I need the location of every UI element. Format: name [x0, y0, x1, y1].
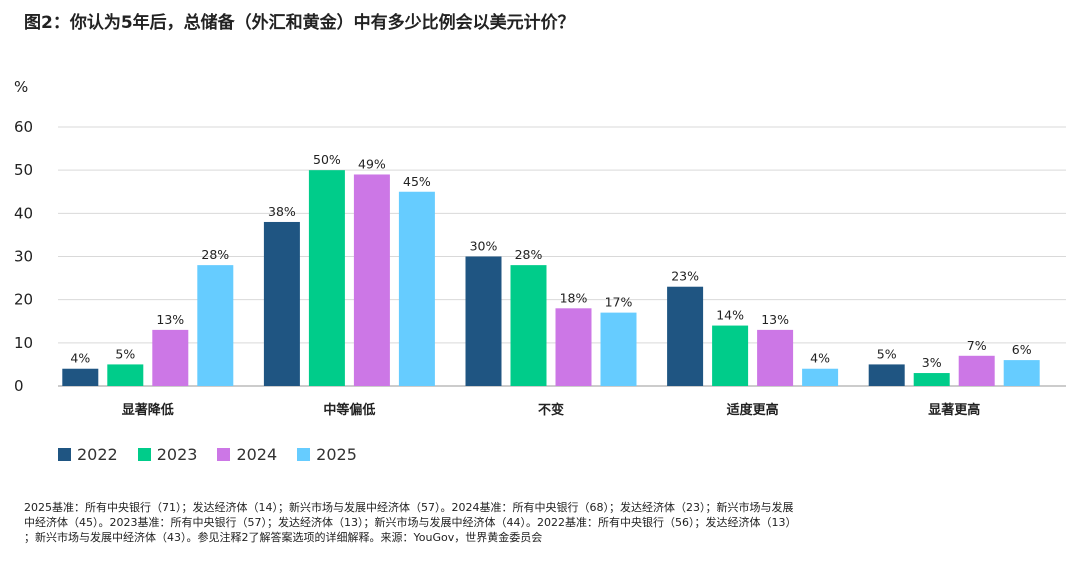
bars	[62, 170, 1040, 386]
bar-2023	[510, 265, 547, 386]
bar-2025	[802, 368, 839, 386]
legend: 2022 2023 2024 2025	[58, 445, 377, 464]
bar-2023	[308, 170, 345, 386]
bar-2022	[465, 256, 502, 386]
data-label: 50%	[313, 152, 341, 167]
category-labels: 显著降低 中等偏低 不变 适度更高 显著更高	[122, 402, 980, 418]
legend-label: 2023	[156, 445, 198, 464]
bar-2025	[398, 191, 435, 386]
bar-2024	[555, 308, 592, 386]
y-axis-label: %	[14, 78, 28, 96]
bar-2024	[353, 174, 390, 386]
footnote: 2025基准：所有中央银行（71）；发达经济体（14）；新兴市场与发展中经济体（…	[24, 500, 904, 545]
data-label: 45%	[403, 174, 431, 189]
data-label: 6%	[1012, 342, 1032, 357]
data-label: 18%	[560, 290, 588, 305]
data-label: 30%	[470, 239, 498, 254]
footnote-line-2: 中经济体（45）。2023基准：所有中央银行（57）；发达经济体（13）；新兴市…	[24, 516, 797, 529]
legend-swatch	[137, 448, 151, 461]
legend-label: 2025	[316, 445, 357, 464]
legend-item: 2025	[297, 445, 357, 464]
bar-2025	[600, 312, 637, 386]
y-tick-label: 0	[14, 377, 24, 395]
legend-item: 2022	[58, 445, 118, 464]
data-label: 3%	[922, 355, 942, 370]
legend-item: 2023	[137, 445, 198, 464]
legend-label: 2022	[77, 445, 118, 464]
data-label: 49%	[358, 156, 386, 171]
bar-2024	[958, 355, 995, 386]
legend-label: 2024	[236, 445, 278, 464]
data-label: 5%	[115, 346, 135, 361]
bar-2025	[1003, 360, 1040, 386]
data-label: 38%	[268, 204, 296, 219]
bar-2023	[107, 364, 144, 386]
y-tick-label: 10	[14, 334, 33, 352]
legend-item: 2024	[217, 445, 277, 464]
y-tick-labels: 0 10 20 30 40 50 60	[14, 118, 33, 395]
data-label: 14%	[716, 308, 744, 323]
data-label: 4%	[810, 351, 830, 366]
legend-swatch	[297, 448, 311, 461]
data-label: 13%	[156, 312, 184, 327]
legend-swatch	[58, 448, 71, 461]
data-label: 28%	[515, 247, 543, 262]
bar-2025	[197, 265, 234, 386]
category-label: 适度更高	[727, 402, 779, 418]
data-label: 28%	[201, 247, 229, 262]
bar-2024	[757, 329, 794, 386]
category-label: 不变	[538, 402, 564, 418]
y-tick-label: 30	[14, 248, 33, 266]
category-label: 中等偏低	[323, 402, 375, 418]
footnote-line-3: ；新兴市场与发展中经济体（43）。参见注释2了解答案选项的详细解释。来源：You…	[24, 531, 543, 544]
data-label: 5%	[877, 346, 897, 361]
bar-2023	[913, 373, 950, 386]
y-tick-label: 40	[14, 204, 33, 222]
data-label: 7%	[967, 338, 987, 353]
bar-chart: % 0 10 20 30 40 50 60 4% 5% 13% 28% 38% 50% 49% 45% 30…	[14, 78, 1066, 418]
legend-swatch	[217, 448, 231, 461]
category-label: 显著更高	[928, 402, 980, 418]
bar-2023	[712, 325, 749, 386]
chart-title: 图2：你认为5年后，总储备（外汇和黄金）中有多少比例会以美元计价？	[24, 13, 575, 33]
bar-2022	[868, 364, 905, 386]
y-tick-label: 20	[14, 291, 33, 309]
bar-2022	[263, 221, 300, 386]
bar-2024	[152, 329, 189, 386]
category-label: 显著降低	[122, 402, 174, 418]
data-label: 17%	[605, 295, 633, 310]
data-label: 13%	[761, 312, 789, 327]
data-label: 23%	[671, 269, 699, 284]
bar-2022	[667, 286, 704, 386]
y-tick-label: 60	[14, 118, 33, 136]
data-labels: 4% 5% 13% 28% 38% 50% 49% 45% 30% 28% 18% 17% 23% 14%…	[70, 152, 1031, 370]
footnote-line-1: 2025基准：所有中央银行（71）；发达经济体（14）；新兴市场与发展中经济体（…	[24, 501, 794, 514]
data-label: 4%	[70, 351, 90, 366]
y-tick-label: 50	[14, 161, 33, 179]
bar-2022	[62, 368, 99, 386]
